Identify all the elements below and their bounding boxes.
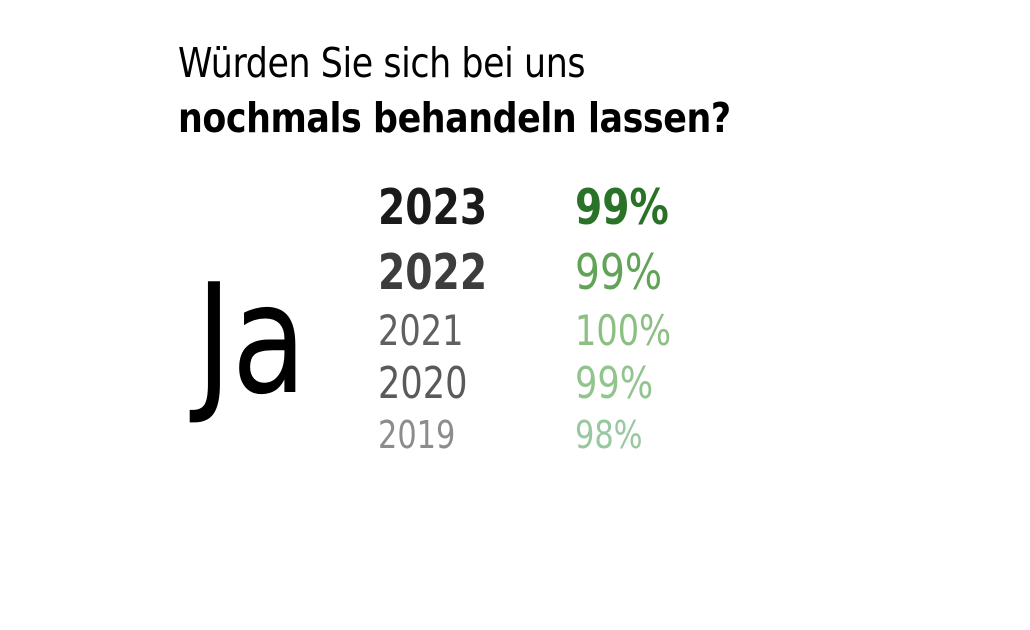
value-label: 99% xyxy=(575,358,654,409)
value-label: 99% xyxy=(575,179,669,236)
value-label: 100% xyxy=(575,306,672,355)
year-label: 2022 xyxy=(378,244,488,301)
year-label: 2023 xyxy=(378,179,488,236)
stat-row-2022: 2022 99% xyxy=(378,248,808,308)
stat-row-2019: 2019 98% xyxy=(378,416,808,476)
value-label: 99% xyxy=(575,244,663,301)
question-title-line1: Würden Sie sich bei uns xyxy=(178,39,586,87)
value-label: 98% xyxy=(575,413,643,457)
answer-ja: Ja xyxy=(196,251,307,428)
year-label: 2021 xyxy=(378,306,464,355)
year-label: 2020 xyxy=(378,358,468,409)
year-label: 2019 xyxy=(378,413,456,457)
stat-row-2021: 2021 100% xyxy=(378,310,808,370)
stat-row-2020: 2020 99% xyxy=(378,362,808,422)
question-title-line2: nochmals behandeln lassen? xyxy=(178,94,731,142)
question-title: Würden Sie sich bei uns nochmals behande… xyxy=(178,36,731,146)
stat-row-2023: 2023 99% xyxy=(378,183,808,243)
